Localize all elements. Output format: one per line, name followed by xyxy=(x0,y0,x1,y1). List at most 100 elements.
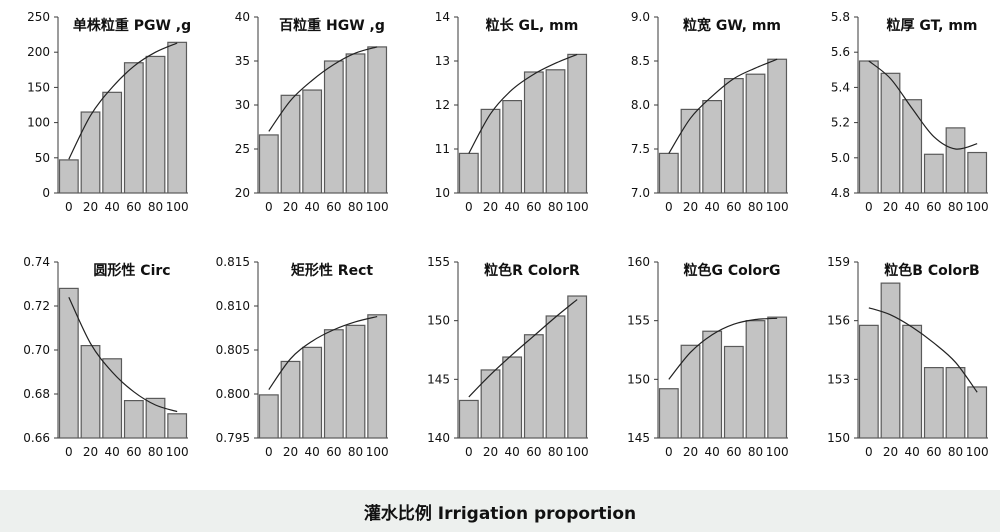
bar xyxy=(658,152,679,194)
x-tick-label: 80 xyxy=(748,445,763,459)
y-tick-label: 5.8 xyxy=(831,10,850,24)
y-tick-label: 20 xyxy=(235,186,250,200)
y-tick-label: 8.0 xyxy=(631,98,650,112)
chart-svg-rect: 0.795 0.800 0.805 0.810 0.815 0 20 40 60 80 100 矩形性… xyxy=(216,255,389,459)
x-tick-label: 0 xyxy=(465,200,473,214)
bar xyxy=(858,60,879,194)
bar xyxy=(923,366,944,439)
x-tick-label: 0 xyxy=(65,200,73,214)
x-tick-label: 100 xyxy=(566,200,589,214)
y-tick-label: 200 xyxy=(27,45,50,59)
x-tick-label: 80 xyxy=(148,445,163,459)
y-tick-label: 11 xyxy=(435,142,450,156)
bar xyxy=(145,55,166,194)
bar xyxy=(902,99,923,194)
panel-gl: 10 11 12 13 14 0 20 40 60 80 100 粒长 GL, mm xyxy=(400,0,600,245)
y-tick-label: 5.2 xyxy=(831,116,850,130)
bar xyxy=(523,71,544,194)
bar xyxy=(102,358,123,439)
y-tick-label: 155 xyxy=(427,255,450,269)
bar xyxy=(658,388,679,439)
x-tick-label: 60 xyxy=(526,200,541,214)
bar xyxy=(902,324,923,439)
bar xyxy=(458,152,479,194)
x-tick-label: 0 xyxy=(865,445,873,459)
x-tick-label: 100 xyxy=(166,445,189,459)
bar xyxy=(345,53,366,194)
bar xyxy=(545,69,566,194)
panel-gt: 4.8 5.0 5.2 5.4 5.6 5.8 0 20 40 60 80 100 粒厚 GT, mm xyxy=(800,0,1000,245)
trend-line xyxy=(868,60,978,150)
panel-title: 矩形性 Rect xyxy=(291,262,373,279)
x-tick-label: 20 xyxy=(83,200,98,214)
x-tick-label: 20 xyxy=(683,200,698,214)
x-tick-label: 100 xyxy=(966,445,989,459)
bar xyxy=(258,134,279,194)
panel-hgw: 20 25 30 35 40 0 20 40 60 80 100 百粒重 HGW ,g xyxy=(200,0,400,245)
trend-line xyxy=(68,42,178,160)
x-tick-label: 40 xyxy=(105,200,120,214)
x-tick-label: 0 xyxy=(65,445,73,459)
x-axis-label: 灌水比例 Irrigation proportion xyxy=(363,503,637,524)
x-tick-label: 80 xyxy=(548,200,563,214)
bar xyxy=(723,77,744,194)
x-tick-label: 100 xyxy=(366,445,389,459)
bar xyxy=(523,334,544,439)
x-tick-label: 20 xyxy=(283,445,298,459)
bar xyxy=(858,324,879,439)
x-tick-label: 40 xyxy=(105,445,120,459)
trend-line xyxy=(668,58,778,154)
x-tick-label: 80 xyxy=(548,445,563,459)
bar xyxy=(923,153,944,194)
bar xyxy=(680,108,701,194)
bar xyxy=(323,329,344,439)
x-tick-label: 20 xyxy=(483,445,498,459)
y-tick-label: 100 xyxy=(27,116,50,130)
bar xyxy=(945,127,966,194)
y-tick-label: 0.800 xyxy=(216,387,250,401)
x-tick-label: 100 xyxy=(166,200,189,214)
x-tick-label: 20 xyxy=(683,445,698,459)
x-tick-label: 60 xyxy=(126,445,141,459)
panel-gw: 7.0 7.5 8.0 8.5 9.0 0 20 40 60 80 100 粒宽 GW, mm xyxy=(600,0,800,245)
x-tick-label: 40 xyxy=(305,200,320,214)
y-tick-label: 155 xyxy=(627,314,650,328)
panel-title: 单株粒重 PGW ,g xyxy=(73,17,191,34)
bar xyxy=(102,91,123,194)
x-tick-label: 60 xyxy=(926,445,941,459)
y-tick-label: 150 xyxy=(827,431,850,445)
x-tick-label: 60 xyxy=(726,445,741,459)
bar xyxy=(502,356,523,439)
trend-line xyxy=(268,46,378,132)
chart-svg-gl: 10 11 12 13 14 0 20 40 60 80 100 粒长 GL, mm xyxy=(435,10,589,214)
bar xyxy=(167,41,188,194)
panel-title: 粒长 GL, mm xyxy=(486,17,579,34)
y-tick-label: 153 xyxy=(827,372,850,386)
y-tick-label: 0.795 xyxy=(216,431,250,445)
x-tick-label: 0 xyxy=(665,200,673,214)
bar xyxy=(280,94,301,194)
x-tick-label: 0 xyxy=(265,200,273,214)
y-tick-label: 0.66 xyxy=(23,431,50,445)
x-tick-label: 20 xyxy=(283,200,298,214)
bar xyxy=(502,99,523,194)
y-tick-label: 0.70 xyxy=(23,343,50,357)
chart-svg-colorg: 145 150 155 160 0 20 40 60 80 100 粒色G ColorG xyxy=(627,255,789,459)
bar xyxy=(745,320,766,439)
x-tick-label: 80 xyxy=(948,445,963,459)
x-tick-label: 100 xyxy=(966,200,989,214)
bar xyxy=(345,324,366,439)
x-tick-label: 40 xyxy=(505,445,520,459)
bar xyxy=(458,399,479,439)
bar xyxy=(880,72,901,194)
bar xyxy=(123,400,144,439)
y-tick-label: 0.74 xyxy=(23,255,50,269)
y-tick-label: 150 xyxy=(27,80,50,94)
bar xyxy=(567,295,588,439)
x-tick-label: 100 xyxy=(366,200,389,214)
y-tick-label: 0 xyxy=(42,186,50,200)
chart-svg-colorr: 140 145 150 155 0 20 40 60 80 100 粒色R ColorR xyxy=(427,255,589,459)
bar xyxy=(745,73,766,194)
